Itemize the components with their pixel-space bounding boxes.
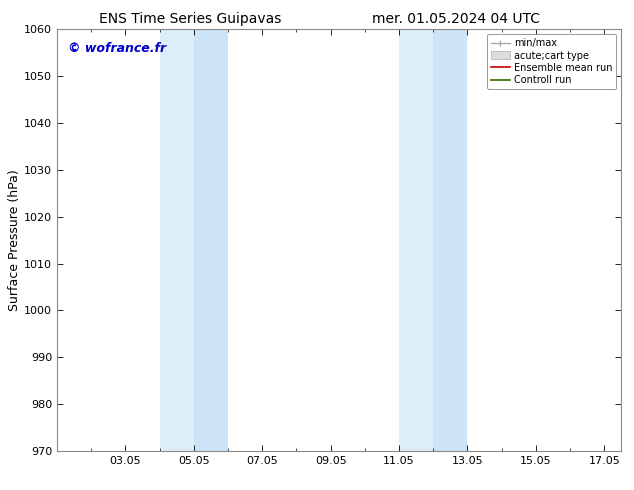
Y-axis label: Surface Pressure (hPa): Surface Pressure (hPa) <box>8 169 22 311</box>
Bar <box>399 29 433 451</box>
Bar <box>433 29 467 451</box>
Text: mer. 01.05.2024 04 UTC: mer. 01.05.2024 04 UTC <box>373 12 540 26</box>
Text: ENS Time Series Guipavas: ENS Time Series Guipavas <box>99 12 281 26</box>
Legend: min/max, acute;cart type, Ensemble mean run, Controll run: min/max, acute;cart type, Ensemble mean … <box>487 34 616 89</box>
Bar <box>194 29 228 451</box>
Text: © wofrance.fr: © wofrance.fr <box>68 42 167 55</box>
Bar <box>160 29 194 451</box>
